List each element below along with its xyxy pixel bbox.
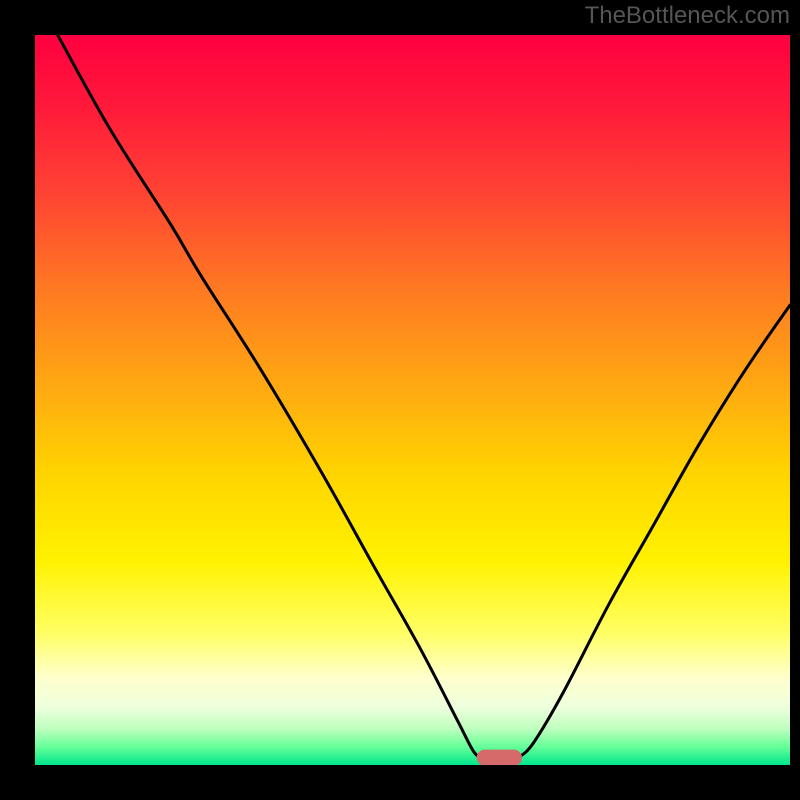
- bottleneck-curve: [35, 35, 790, 765]
- watermark-text: TheBottleneck.com: [585, 2, 790, 30]
- chart-container: TheBottleneck.com: [0, 0, 800, 800]
- plot-area: [35, 35, 790, 765]
- optimal-marker: [477, 750, 522, 765]
